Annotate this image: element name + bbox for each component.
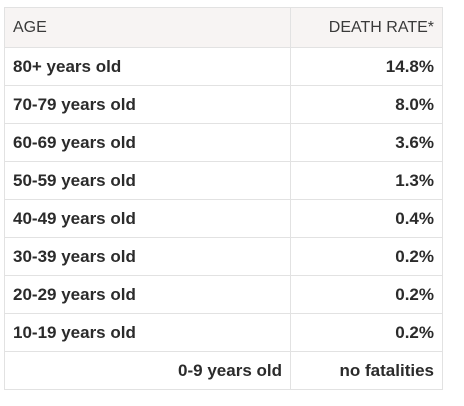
- age-cell: 0-9 years old: [4, 351, 291, 390]
- table-row: 10-19 years old 0.2%: [4, 313, 443, 352]
- death-rate-cell: 8.0%: [290, 85, 443, 124]
- table-row: 80+ years old 14.8%: [4, 47, 443, 86]
- table-row: 30-39 years old 0.2%: [4, 237, 443, 276]
- death-rate-column-header: DEATH RATE*: [290, 7, 443, 48]
- age-cell: 70-79 years old: [4, 85, 291, 124]
- age-cell: 20-29 years old: [4, 275, 291, 314]
- death-rate-cell: 14.8%: [290, 47, 443, 86]
- age-column-header: AGE: [4, 7, 291, 48]
- death-rate-cell: no fatalities: [290, 351, 443, 390]
- age-cell: 60-69 years old: [4, 123, 291, 162]
- death-rate-cell: 0.4%: [290, 199, 443, 238]
- table-header-row: AGE DEATH RATE*: [4, 7, 443, 48]
- age-cell: 40-49 years old: [4, 199, 291, 238]
- death-rate-table: AGE DEATH RATE* 80+ years old 14.8% 70-7…: [4, 7, 443, 390]
- table-row: 0-9 years old no fatalities: [4, 351, 443, 390]
- age-cell: 80+ years old: [4, 47, 291, 86]
- death-rate-cell: 0.2%: [290, 275, 443, 314]
- table-row: 60-69 years old 3.6%: [4, 123, 443, 162]
- table-row: 70-79 years old 8.0%: [4, 85, 443, 124]
- death-rate-cell: 1.3%: [290, 161, 443, 200]
- age-cell: 10-19 years old: [4, 313, 291, 352]
- table-row: 20-29 years old 0.2%: [4, 275, 443, 314]
- death-rate-cell: 3.6%: [290, 123, 443, 162]
- table-row: 50-59 years old 1.3%: [4, 161, 443, 200]
- death-rate-cell: 0.2%: [290, 237, 443, 276]
- age-cell: 50-59 years old: [4, 161, 291, 200]
- age-cell: 30-39 years old: [4, 237, 291, 276]
- death-rate-table-container: AGE DEATH RATE* 80+ years old 14.8% 70-7…: [4, 7, 443, 390]
- table-row: 40-49 years old 0.4%: [4, 199, 443, 238]
- death-rate-cell: 0.2%: [290, 313, 443, 352]
